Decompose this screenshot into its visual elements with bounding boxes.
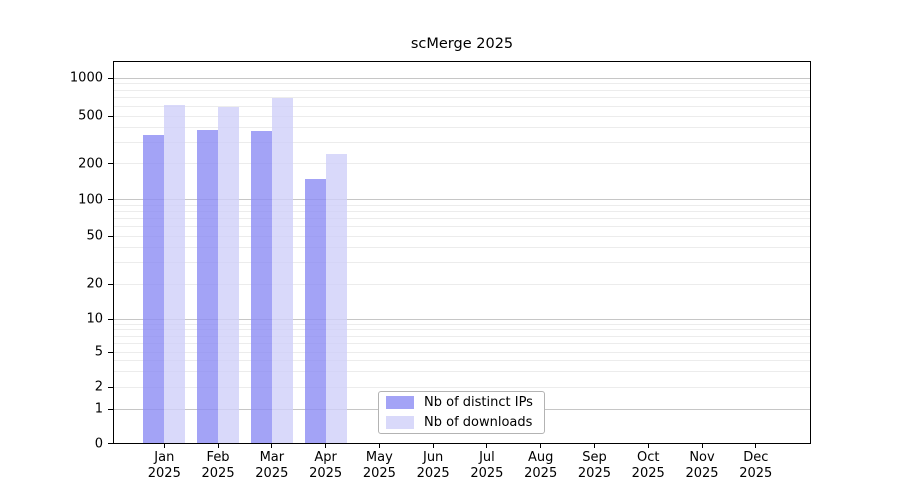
- y-tick-mark: [108, 199, 113, 200]
- x-tick-label: Jan 2025: [147, 450, 181, 481]
- gridline-minor: [114, 283, 811, 285]
- legend-item: Nb of downloads: [386, 414, 544, 431]
- bar-distinct-ips: [304, 179, 326, 444]
- bar-downloads: [164, 104, 186, 444]
- legend-item-label: Nb of distinct IPs: [424, 395, 533, 410]
- y-tick-mark: [108, 386, 113, 388]
- gridline-minor: [114, 360, 811, 362]
- x-tick-mark: [217, 443, 219, 448]
- y-tick-label: 200: [78, 156, 103, 171]
- y-tick-mark: [108, 408, 113, 410]
- x-tick-label: Nov 2025: [685, 450, 719, 481]
- x-tick-label: Dec 2025: [739, 450, 773, 481]
- gridline-minor: [114, 217, 811, 219]
- legend-item: Nb of distinct IPs: [386, 394, 544, 411]
- bar-downloads: [218, 106, 240, 444]
- x-tick-label: Jul 2025: [470, 450, 504, 481]
- gridline-major: [114, 318, 811, 320]
- gridline-minor: [114, 225, 811, 227]
- gridline-major: [114, 77, 811, 79]
- bar-distinct-ips: [197, 130, 219, 444]
- bar-downloads: [325, 154, 347, 444]
- gridline-minor: [114, 329, 811, 331]
- x-tick-label: Oct 2025: [631, 450, 665, 481]
- y-tick-mark: [108, 77, 113, 79]
- bar-distinct-ips: [250, 130, 272, 444]
- y-tick-label: 1000: [69, 70, 103, 86]
- y-tick-label: 2: [94, 379, 103, 395]
- y-tick-label: 1: [94, 401, 103, 417]
- y-tick-mark: [108, 235, 113, 237]
- x-tick-label: Feb 2025: [201, 450, 235, 481]
- gridline-minor: [114, 210, 811, 212]
- x-tick-label: Jun 2025: [416, 450, 450, 481]
- gridline-minor: [114, 335, 811, 337]
- legend: Nb of distinct IPs Nb of downloads: [378, 391, 545, 434]
- gridline-minor: [114, 204, 811, 206]
- x-tick-mark: [325, 443, 327, 448]
- y-tick-label: 10: [86, 311, 103, 327]
- gridline-minor: [114, 371, 811, 372]
- gridline-minor: [114, 386, 811, 388]
- legend-swatch-icon: [386, 396, 414, 409]
- x-tick-label: May 2025: [362, 450, 396, 481]
- chart-title: scMerge 2025: [410, 36, 514, 52]
- gridline-minor: [114, 83, 811, 85]
- gridline-minor: [114, 115, 811, 117]
- gridline-minor: [114, 351, 811, 353]
- x-tick-label: Sep 2025: [577, 450, 611, 481]
- gridline-minor: [114, 97, 811, 99]
- x-tick-mark: [593, 443, 595, 448]
- y-tick-mark: [108, 351, 113, 353]
- x-tick-label: Mar 2025: [255, 450, 289, 481]
- x-tick-mark: [701, 443, 703, 448]
- y-tick-mark: [108, 115, 113, 117]
- x-tick-mark: [540, 443, 542, 448]
- gridline-minor: [114, 247, 811, 249]
- gridline-minor: [114, 89, 811, 91]
- y-tick-label: 500: [78, 108, 103, 124]
- bar-downloads: [271, 98, 293, 444]
- y-tick-mark: [108, 283, 113, 285]
- y-tick-label: 100: [78, 192, 103, 207]
- y-tick-mark: [108, 318, 113, 320]
- x-tick-mark: [378, 443, 380, 448]
- x-tick-mark: [163, 443, 165, 448]
- x-tick-mark: [755, 443, 757, 448]
- x-tick-mark: [432, 443, 434, 448]
- x-tick-mark: [647, 443, 649, 448]
- legend-swatch-icon: [386, 416, 414, 429]
- gridline-minor: [114, 323, 811, 325]
- y-tick-label: 5: [94, 344, 103, 360]
- gridline-minor: [114, 127, 811, 129]
- x-tick-mark: [486, 443, 488, 448]
- plot-area: [113, 60, 811, 444]
- gridline-minor: [114, 163, 811, 164]
- gridline-minor: [114, 342, 811, 344]
- y-tick-label: 50: [86, 228, 103, 244]
- x-tick-label: Aug 2025: [524, 450, 558, 481]
- x-tick-mark: [271, 443, 273, 448]
- gridline-minor: [114, 235, 811, 237]
- y-tick-mark: [108, 163, 113, 164]
- gridline-minor: [114, 105, 811, 107]
- y-tick-label: 20: [86, 276, 103, 292]
- gridline-major: [114, 199, 811, 200]
- gridline-minor: [114, 141, 811, 143]
- gridline-minor: [114, 262, 811, 264]
- x-tick-label: Apr 2025: [309, 450, 343, 481]
- bar-distinct-ips: [143, 135, 165, 444]
- y-tick-label: 0: [94, 436, 103, 451]
- legend-item-label: Nb of downloads: [424, 415, 533, 430]
- y-tick-mark: [108, 443, 113, 444]
